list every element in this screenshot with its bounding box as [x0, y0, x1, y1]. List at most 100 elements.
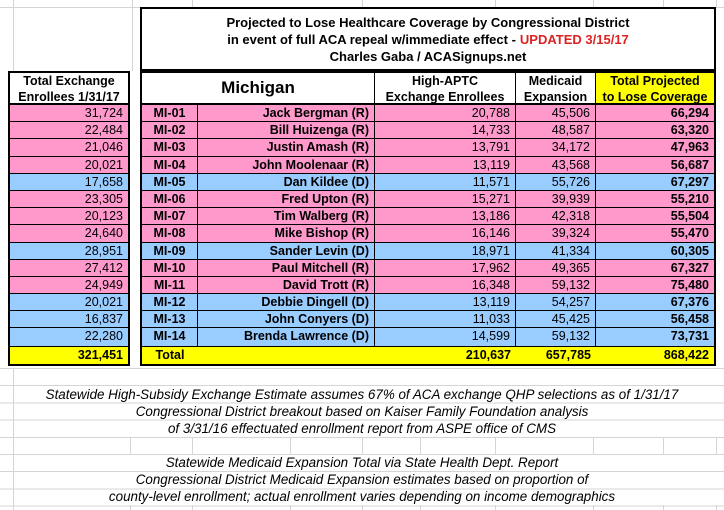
title-line-3: Charles Gaba / ACASignups.net: [329, 49, 527, 64]
district-cell: MI-05: [142, 173, 198, 190]
medicaid-cell: 39,324: [516, 225, 596, 242]
representative-cell: John Moolenaar (R): [198, 156, 375, 173]
medicaid-cell: 39,939: [516, 190, 596, 208]
total-cell: 56,458: [670, 312, 709, 327]
aptc-cell: 14,599: [375, 328, 516, 346]
medicaid-cell: 45,425: [516, 311, 596, 328]
medicaid-cell: 45,506: [516, 105, 596, 122]
district-cell: MI-09: [142, 242, 198, 259]
table-row: MI-01 Jack Bergman (R) 20,788 45,506 66,294: [142, 105, 714, 123]
aptc-cell: 11,571: [375, 173, 516, 190]
exchange-total-cell: 321,451: [10, 345, 128, 364]
aptc-cell: 16,348: [375, 276, 516, 294]
total-cell: 67,297: [670, 174, 709, 189]
title-line-2: in event of full ACA repeal w/immediate …: [227, 32, 629, 47]
table-row: MI-11 David Trott (R) 16,348 59,132 75,480: [142, 276, 714, 295]
medicaid-header-line-1: Medicaid: [528, 74, 583, 88]
district-cell: MI-01: [142, 105, 198, 122]
district-cell: MI-03: [142, 139, 198, 156]
total-cell: 55,210: [670, 191, 709, 206]
representative-cell: Justin Amash (R): [198, 139, 375, 156]
state-header-cell: Michigan: [142, 73, 375, 103]
medicaid-cell: 48,587: [516, 122, 596, 139]
representative-cell: David Trott (R): [198, 276, 375, 294]
table-row: MI-09 Sander Levin (D) 18,971 41,334 60,305: [142, 242, 714, 260]
table-row: MI-07 Tim Walberg (R) 13,186 42,318 55,504: [142, 208, 714, 226]
total-header-line-1: Total Projected: [610, 74, 700, 88]
aptc-cell: 11,033: [375, 311, 516, 328]
aptc-cell: 18,971: [375, 242, 516, 259]
total-cell: 56,687: [670, 157, 709, 172]
table-row: MI-12 Debbie Dingell (D) 13,119 54,257 67,37…: [142, 294, 714, 312]
total-cell: 73,731: [670, 329, 709, 344]
aptc-cell: 17,962: [375, 259, 516, 276]
footnote-6: county-level enrollment; actual enrollme…: [108, 488, 616, 504]
table-total-row: Total 210,637 657,785 868,422: [142, 345, 714, 364]
representative-cell: Dan Kildee (D): [198, 173, 375, 190]
aptc-cell: 16,146: [375, 225, 516, 242]
representative-cell: Tim Walberg (R): [198, 208, 375, 225]
table-row: MI-04 John Moolenaar (R) 13,119 43,568 56,68…: [142, 156, 714, 174]
total-cell: 75,480: [670, 277, 709, 292]
background-grid-footer-verticals: [0, 437, 724, 454]
medicaid-cell: 43,568: [516, 156, 596, 173]
medicaid-cell: 55,726: [516, 173, 596, 190]
table-row: MI-06 Fred Upton (R) 15,271 39,939 55,210: [142, 190, 714, 209]
exchange-cell: 17,658: [10, 173, 128, 191]
medicaid-header-cell: Medicaid Expansion: [516, 73, 596, 104]
total-aptc-cell: 210,637: [465, 347, 511, 362]
medicaid-cell: 59,132: [516, 276, 596, 294]
table-row: MI-14 Brenda Lawrence (D) 14,599 59,132 73,7…: [142, 328, 714, 346]
aptc-cell: 13,119: [375, 156, 516, 173]
representative-cell: Fred Upton (R): [198, 190, 375, 208]
medicaid-cell: 34,172: [516, 139, 596, 156]
medicaid-cell: 41,334: [516, 242, 596, 259]
exchange-cell: 28,951: [10, 242, 128, 260]
table-row: MI-05 Dan Kildee (D) 11,571 55,726 67,297: [142, 173, 714, 191]
total-spacer-cell: [198, 347, 375, 364]
total-cell: 66,294: [670, 106, 709, 120]
footnote-5: Congressional District Medicaid Expansio…: [135, 471, 589, 487]
district-cell: MI-08: [142, 225, 198, 242]
total-cell: 47,963: [670, 140, 709, 155]
aptc-cell: 15,271: [375, 190, 516, 208]
exchange-header-line-1: Total Exchange: [23, 74, 115, 88]
representative-cell: Bill Huizenga (R): [198, 122, 375, 139]
representative-cell: Brenda Lawrence (D): [198, 328, 375, 346]
medicaid-cell: 49,365: [516, 259, 596, 276]
aptc-cell: 14,733: [375, 122, 516, 139]
table-row: MI-10 Paul Mitchell (R) 17,962 49,365 67,327: [142, 259, 714, 277]
medicaid-cell: 42,318: [516, 208, 596, 225]
medicaid-header-line-2: Expansion: [523, 89, 588, 104]
medicaid-cell: 54,257: [516, 294, 596, 311]
district-cell: MI-12: [142, 294, 198, 311]
footnote-1: Statewide High-Subsidy Exchange Estimate…: [45, 386, 679, 402]
exchange-cell: 23,305: [10, 190, 128, 209]
representative-cell: Debbie Dingell (D): [198, 294, 375, 311]
district-cell: MI-14: [142, 328, 198, 346]
total-header-line-2: to Lose Coverage: [602, 89, 708, 104]
table-row: MI-13 John Conyers (D) 11,033 45,425 56,458: [142, 311, 714, 329]
district-cell: MI-13: [142, 311, 198, 328]
total-cell: 67,327: [670, 260, 709, 275]
title-line-1: Projected to Lose Healthcare Coverage by…: [226, 15, 630, 30]
aptc-cell: 13,791: [375, 139, 516, 156]
left-panel-body: 31,724 22,484 21,046 20,021 17,658 23,305 20,1…: [10, 105, 128, 346]
district-cell: MI-10: [142, 259, 198, 276]
exchange-cell: 24,640: [10, 225, 128, 243]
district-cell: MI-02: [142, 122, 198, 139]
exchange-cell: 31,724: [10, 105, 128, 123]
exchange-cell: 22,484: [10, 122, 128, 140]
background-grid-left: [0, 7, 140, 71]
table-row: MI-08 Mike Bishop (R) 16,146 39,324 55,470: [142, 225, 714, 243]
representative-cell: Paul Mitchell (R): [198, 259, 375, 276]
exchange-cell: 21,046: [10, 139, 128, 157]
exchange-cell: 20,123: [10, 208, 128, 226]
table-row: MI-03 Justin Amash (R) 13,791 34,172 47,963: [142, 139, 714, 157]
total-label-cell: Total: [155, 347, 185, 362]
exchange-cell: 20,021: [10, 294, 128, 312]
exchange-enrollees-header: Total Exchange Enrollees 1/31/17: [10, 73, 128, 105]
district-cell: MI-04: [142, 156, 198, 173]
aptc-cell: 13,186: [375, 208, 516, 225]
